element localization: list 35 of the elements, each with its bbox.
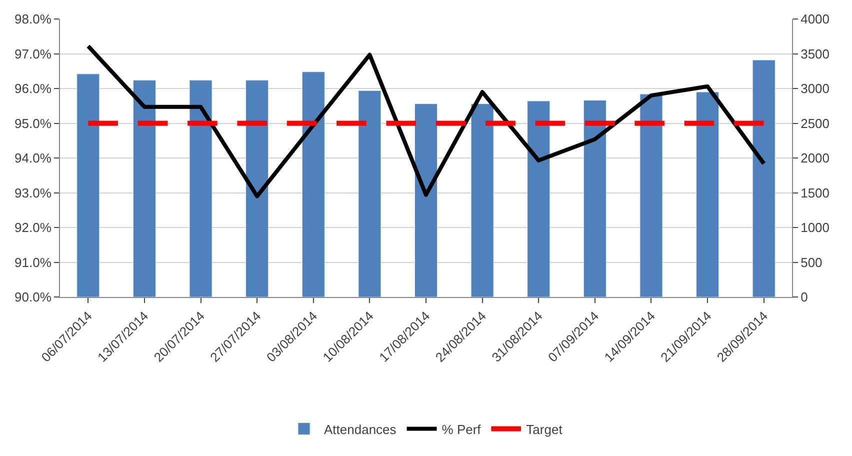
y2-tick-label: 2500 <box>800 116 830 131</box>
y2-tick-label: 4000 <box>800 12 830 27</box>
y-tick-label: 96.0% <box>14 81 52 96</box>
y-tick-label: 90.0% <box>14 290 52 305</box>
bar <box>76 74 100 297</box>
bar <box>527 100 550 297</box>
y-tick-label: 93.0% <box>14 185 52 200</box>
y2-tick-label: 1500 <box>800 185 830 200</box>
y-tick-label: 95.0% <box>14 116 52 131</box>
bar <box>132 80 156 297</box>
bar <box>640 94 663 297</box>
y2-tick-label: 1000 <box>800 220 830 236</box>
y2-tick-label: 500 <box>800 254 822 270</box>
bar <box>358 90 382 297</box>
bar <box>302 72 325 297</box>
legend-label: Target <box>526 422 563 437</box>
bar <box>470 104 494 297</box>
y-tick-label: 92.0% <box>14 220 52 236</box>
y-tick-label: 97.0% <box>14 46 52 62</box>
y-tick-label: 98.0% <box>14 12 52 27</box>
y-tick-label: 94.0% <box>14 150 52 166</box>
y2-tick-label: 3000 <box>800 81 830 96</box>
bar <box>583 100 606 297</box>
legend-label: % Perf <box>442 422 482 437</box>
y-tick-label: 91.0% <box>14 254 52 270</box>
y2-tick-label: 2000 <box>800 150 830 166</box>
bar <box>414 104 438 297</box>
y2-tick-label: 0 <box>800 290 808 305</box>
bar <box>696 92 720 297</box>
legend-label: Attendances <box>324 422 397 437</box>
bar <box>189 80 212 297</box>
bar <box>246 80 269 297</box>
bar <box>752 60 776 297</box>
y2-tick-label: 3500 <box>800 46 830 62</box>
line-series <box>86 44 766 198</box>
